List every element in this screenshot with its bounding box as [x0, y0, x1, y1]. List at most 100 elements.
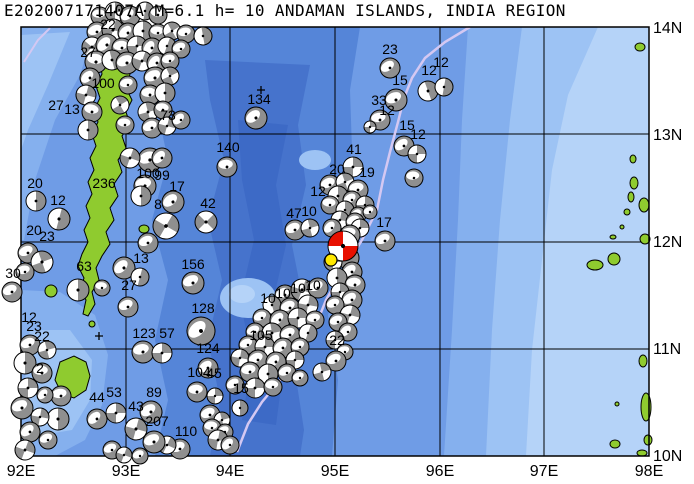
bb-center-dot: [213, 394, 217, 398]
beachball: [131, 340, 155, 364]
bb-center-dot: [23, 270, 27, 274]
bb-center-dot: [165, 443, 169, 447]
bb-band: [121, 8, 134, 21]
depth-label: 42: [200, 195, 216, 211]
bb-center-dot: [274, 360, 278, 364]
beachball: [220, 435, 240, 455]
bb-center-dot: [338, 218, 342, 222]
bb-center-dot: [150, 126, 154, 130]
bb-center-dot: [328, 203, 332, 207]
depth-label: 22: [100, 16, 116, 32]
depth-label: 236: [92, 175, 116, 191]
bb-band: [150, 26, 164, 35]
bb-band: [16, 265, 30, 275]
beachball: [291, 369, 309, 387]
island: [638, 197, 650, 213]
bb-outline: [393, 135, 415, 157]
lat-label: 10N: [653, 448, 682, 465]
bb-band: [346, 277, 361, 287]
bb-center-dot: [156, 31, 160, 35]
depth-label: 63: [76, 258, 92, 274]
depth-label: 10: [305, 277, 321, 293]
map-title: E202007171407A M=6.1 h= 10 ANDAMAN ISLAN…: [4, 1, 566, 20]
beachball: [193, 26, 213, 46]
beachball: [194, 210, 218, 234]
depth-label: 8: [154, 196, 162, 212]
bb-center-dot: [94, 60, 98, 64]
depth-label: 105: [249, 327, 273, 343]
beachball: [239, 361, 261, 383]
bb-outline: [79, 67, 101, 89]
bb-center-dot: [348, 313, 352, 317]
bb-outline: [171, 110, 191, 130]
depth-label: 22: [34, 328, 50, 344]
island: [619, 224, 625, 230]
bb-center-dot: [84, 93, 88, 97]
beachball: [148, 5, 168, 25]
island: [609, 439, 621, 449]
bb-center-dot: [350, 270, 354, 274]
depth-label: 33: [371, 92, 387, 108]
bb-band: [88, 411, 101, 424]
bb-half: [165, 83, 175, 103]
bb-half: [88, 120, 98, 140]
depth-label: 12: [310, 183, 326, 199]
bb-center-dot: [153, 76, 157, 80]
lon-label: 94E: [216, 463, 244, 480]
bb-center-dot: [320, 370, 324, 374]
bb-outline: [362, 204, 378, 220]
bb-center-dot: [201, 34, 205, 38]
island: [607, 252, 621, 266]
beachball: [225, 375, 245, 395]
bb-center-dot: [351, 165, 355, 169]
depth-label: 23: [39, 228, 55, 244]
depth-label: 12: [21, 309, 37, 325]
bb-half: [56, 208, 70, 230]
bb-band: [21, 424, 34, 437]
island: [629, 176, 639, 190]
depth-label: 10: [290, 280, 306, 296]
bb-outline: [161, 190, 185, 214]
bb-outline: [194, 210, 218, 234]
lon-label: 92E: [7, 463, 35, 480]
bb-center-dot: [340, 243, 346, 249]
beachball: [434, 77, 454, 97]
bb-center-dot: [126, 83, 130, 87]
bb-outline: [115, 446, 133, 464]
beachball: [181, 271, 205, 295]
bb-band: [241, 364, 256, 375]
beachball: [15, 262, 35, 282]
beachball: [300, 218, 320, 238]
bb-outline: [151, 342, 173, 364]
bb-half: [36, 191, 46, 211]
bb-center-dot: [34, 199, 38, 203]
bb-outline: [148, 5, 168, 25]
bb-center-dot: [270, 331, 274, 335]
beachball: [130, 185, 152, 207]
bb-band: [406, 171, 420, 180]
depth-label: 12: [410, 126, 426, 142]
beachball: [119, 147, 141, 169]
bathymetry-patch: [229, 285, 255, 303]
bb-center-dot: [253, 330, 257, 334]
beachball: [31, 362, 53, 384]
depth-label: 207: [145, 413, 169, 429]
bb-center-dot: [56, 417, 60, 421]
island: [643, 434, 653, 446]
bb-center-dot: [126, 31, 130, 35]
beachball: [14, 439, 36, 461]
bb-center-dot: [168, 59, 172, 63]
bb-band: [339, 325, 351, 337]
bb-center-dot: [179, 47, 183, 51]
depth-label: 41: [346, 141, 362, 157]
bb-band: [117, 118, 131, 127]
depth-label: 57: [159, 325, 175, 341]
bb-center-dot: [336, 194, 340, 198]
bb-band: [153, 150, 165, 164]
bb-band: [163, 194, 177, 207]
bb-outline: [110, 95, 130, 115]
depth-label: 89: [146, 384, 162, 400]
bb-center-dot: [233, 383, 237, 387]
bb-center-dot: [263, 345, 267, 349]
bb-center-dot: [270, 303, 274, 307]
